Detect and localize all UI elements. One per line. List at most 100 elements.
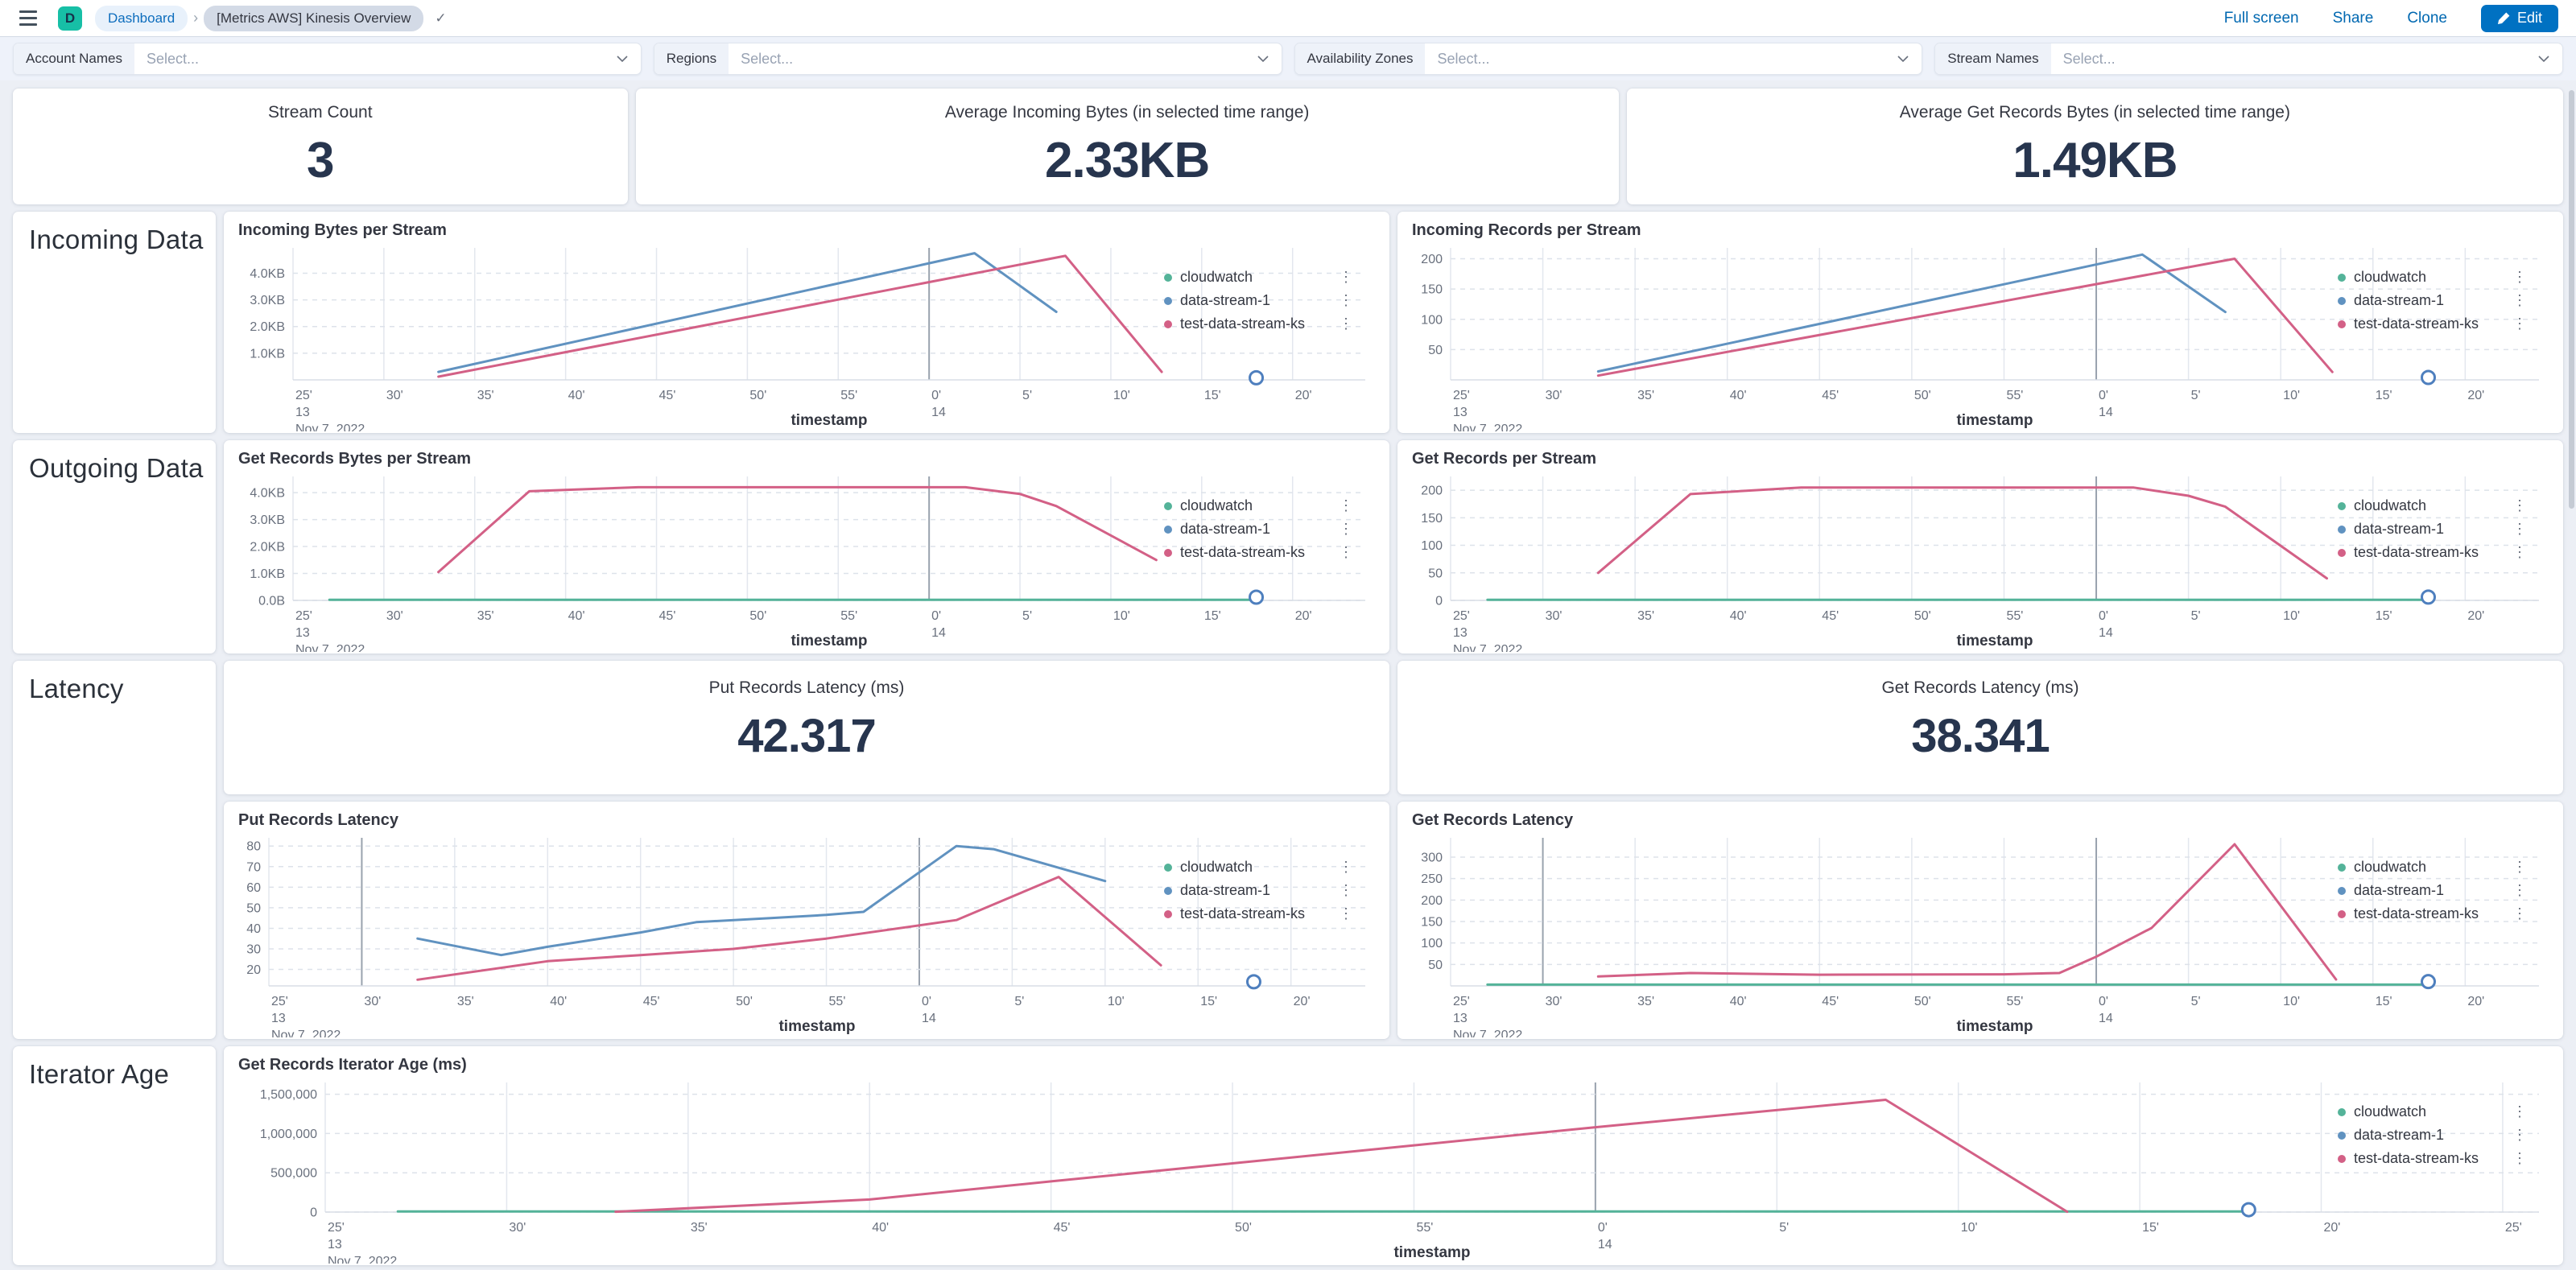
legend-options-icon[interactable]: ⋮ [2512, 315, 2527, 332]
svg-text:45': 45' [1822, 609, 1839, 623]
svg-text:100: 100 [1421, 539, 1443, 553]
line-chart[interactable]: 25' 13 Nov 7, 2022 30' 35' 40' 45' 50' 55' 0' 14 5'… [1407, 830, 2557, 1037]
panel-put-records-latency-metric[interactable]: Put Records Latency (ms) 42.317 [224, 661, 1389, 794]
legend-options-icon[interactable]: ⋮ [2512, 1150, 2527, 1166]
legend-series-label: cloudwatch [2354, 1103, 2427, 1119]
app-logo[interactable]: D [58, 6, 82, 31]
legend-item-test-data-stream-ks[interactable]: test-data-stream-ks ⋮ [2338, 544, 2529, 561]
legend-item-data-stream-1[interactable]: data-stream-1 ⋮ [1164, 292, 1356, 309]
svg-text:14: 14 [2099, 1012, 2113, 1025]
filter-stream-names[interactable]: Stream Names Select... [1934, 43, 2563, 75]
edit-button[interactable]: Edit [2480, 4, 2558, 32]
panel-stream-count[interactable]: Stream Count 3 [13, 89, 628, 204]
legend-item-data-stream-1[interactable]: data-stream-1 ⋮ [2338, 521, 2529, 538]
legend-options-icon[interactable]: ⋮ [2512, 544, 2527, 560]
legend-item-cloudwatch[interactable]: cloudwatch ⋮ [1164, 269, 1356, 286]
legend-item-data-stream-1[interactable]: data-stream-1 ⋮ [1164, 521, 1356, 538]
legend-item-test-data-stream-ks[interactable]: test-data-stream-ks ⋮ [2338, 315, 2529, 332]
legend-item-cloudwatch[interactable]: cloudwatch ⋮ [1164, 859, 1356, 876]
line-chart[interactable]: 25' 13 Nov 7, 2022 30' 35' 40' 45' 50' 55' 0' 14 5'… [233, 468, 1383, 652]
svg-text:35': 35' [691, 1221, 708, 1235]
legend-options-icon[interactable]: ⋮ [2512, 905, 2527, 922]
legend-options-icon[interactable]: ⋮ [2512, 1127, 2527, 1143]
legend-options-icon[interactable]: ⋮ [1339, 882, 1353, 898]
legend-item-test-data-stream-ks[interactable]: test-data-stream-ks ⋮ [2338, 1150, 2529, 1167]
legend-item-test-data-stream-ks[interactable]: test-data-stream-ks ⋮ [2338, 905, 2529, 922]
svg-text:5': 5' [1022, 609, 1032, 623]
chart-title: Get Records per Stream [1412, 450, 1596, 468]
legend-item-cloudwatch[interactable]: cloudwatch ⋮ [2338, 1103, 2529, 1120]
svg-text:15': 15' [2376, 389, 2392, 402]
filter-availability-zones[interactable]: Availability Zones Select... [1294, 43, 1923, 75]
legend-options-icon[interactable]: ⋮ [1339, 315, 1353, 332]
section-title-iterator-age: Iterator Age [13, 1046, 216, 1265]
line-chart[interactable]: 25' 13 Nov 7, 2022 30' 35' 40' 45' 50' 55' 0' 14 5'… [1407, 468, 2557, 652]
clone-link[interactable]: Clone [2407, 9, 2447, 27]
filter-account-names[interactable]: Account Names Select... [13, 43, 642, 75]
metric-value: 3 [307, 133, 334, 188]
legend-item-cloudwatch[interactable]: cloudwatch ⋮ [2338, 269, 2529, 286]
panel-average-get-records-bytes[interactable]: Average Get Records Bytes (in selected t… [1626, 89, 2563, 204]
svg-text:55': 55' [2006, 389, 2023, 402]
filter-regions[interactable]: Regions Select... [653, 43, 1282, 75]
chevron-down-icon[interactable] [617, 55, 628, 63]
svg-text:5': 5' [2191, 389, 2201, 402]
legend-item-test-data-stream-ks[interactable]: test-data-stream-ks ⋮ [1164, 544, 1356, 561]
legend-options-icon[interactable]: ⋮ [2512, 1103, 2527, 1119]
legend-options-icon[interactable]: ⋮ [1339, 292, 1353, 308]
line-chart[interactable]: 25' 13 Nov 7, 2022 30' 35' 40' 45' 50' 55' 0' 14 5'… [1407, 240, 2557, 431]
legend-item-data-stream-1[interactable]: data-stream-1 ⋮ [1164, 882, 1356, 899]
legend-options-icon[interactable]: ⋮ [1339, 544, 1353, 560]
svg-text:10': 10' [1113, 609, 1130, 623]
legend-color-dot [2338, 320, 2346, 328]
legend-item-cloudwatch[interactable]: cloudwatch ⋮ [1164, 497, 1356, 514]
metric-value: 38.341 [1911, 710, 2050, 762]
legend-options-icon[interactable]: ⋮ [1339, 859, 1353, 875]
share-link[interactable]: Share [2332, 9, 2374, 27]
panel-average-incoming-bytes[interactable]: Average Incoming Bytes (in selected time… [635, 89, 1619, 204]
legend-options-icon[interactable]: ⋮ [1339, 905, 1353, 922]
legend-item-data-stream-1[interactable]: data-stream-1 ⋮ [2338, 882, 2529, 899]
legend-options-icon[interactable]: ⋮ [1339, 497, 1353, 513]
menu-hamburger-icon[interactable] [18, 7, 39, 29]
legend-options-icon[interactable]: ⋮ [2512, 292, 2527, 308]
full-screen-link[interactable]: Full screen [2223, 9, 2299, 27]
panel-get-records-latency-metric[interactable]: Get Records Latency (ms) 38.341 [1397, 661, 2563, 794]
legend-options-icon[interactable]: ⋮ [2512, 521, 2527, 537]
chevron-down-icon[interactable] [1897, 55, 1909, 63]
chevron-down-icon[interactable] [1257, 55, 1269, 63]
legend-item-data-stream-1[interactable]: data-stream-1 ⋮ [2338, 1127, 2529, 1144]
legend-color-dot [2338, 909, 2346, 918]
legend-item-test-data-stream-ks[interactable]: test-data-stream-ks ⋮ [1164, 315, 1356, 332]
breadcrumb-dashboard[interactable]: Dashboard [95, 5, 188, 31]
vertical-scrollbar[interactable] [2569, 90, 2574, 509]
legend-options-icon[interactable]: ⋮ [2512, 859, 2527, 875]
chevron-down-icon[interactable] [2538, 55, 2549, 63]
legend-options-icon[interactable]: ⋮ [2512, 497, 2527, 513]
svg-text:25': 25' [295, 389, 312, 402]
line-chart[interactable]: 25' 13 Nov 7, 2022 30' 35' 40' 45' 50' 55' 0' 14 5'… [233, 830, 1383, 1037]
line-chart[interactable]: 25' 13 Nov 7, 2022 30' 35' 40' 45' 50' 55' 0' 14 5'… [233, 1074, 2557, 1264]
legend-item-test-data-stream-ks[interactable]: test-data-stream-ks ⋮ [1164, 905, 1356, 922]
svg-text:40': 40' [550, 995, 567, 1008]
chart-legend: cloudwatch ⋮ data-stream-1 ⋮ test-data-strea… [1164, 497, 1356, 561]
svg-text:14: 14 [931, 626, 946, 640]
legend-options-icon[interactable]: ⋮ [2512, 882, 2527, 898]
legend-series-label: test-data-stream-ks [1180, 315, 1306, 332]
breadcrumb-current-page[interactable]: [Metrics AWS] Kinesis Overview [204, 5, 424, 31]
svg-text:0: 0 [310, 1206, 317, 1220]
svg-text:40': 40' [1730, 609, 1747, 623]
legend-series-label: test-data-stream-ks [1180, 905, 1306, 922]
legend-item-data-stream-1[interactable]: data-stream-1 ⋮ [2338, 292, 2529, 309]
legend-item-cloudwatch[interactable]: cloudwatch ⋮ [2338, 859, 2529, 876]
legend-options-icon[interactable]: ⋮ [2512, 269, 2527, 285]
svg-text:45': 45' [643, 995, 660, 1008]
chart-legend: cloudwatch ⋮ data-stream-1 ⋮ test-data-strea… [2338, 1103, 2529, 1167]
metric-label: Get Records Latency (ms) [1881, 678, 2079, 697]
line-chart[interactable]: 25' 13 Nov 7, 2022 30' 35' 40' 45' 50' 55' 0' 14 5'… [233, 240, 1383, 431]
legend-options-icon[interactable]: ⋮ [1339, 269, 1353, 285]
legend-options-icon[interactable]: ⋮ [1339, 521, 1353, 537]
legend-color-dot [1164, 320, 1172, 328]
legend-item-cloudwatch[interactable]: cloudwatch ⋮ [2338, 497, 2529, 514]
svg-text:timestamp: timestamp [1956, 412, 2033, 429]
